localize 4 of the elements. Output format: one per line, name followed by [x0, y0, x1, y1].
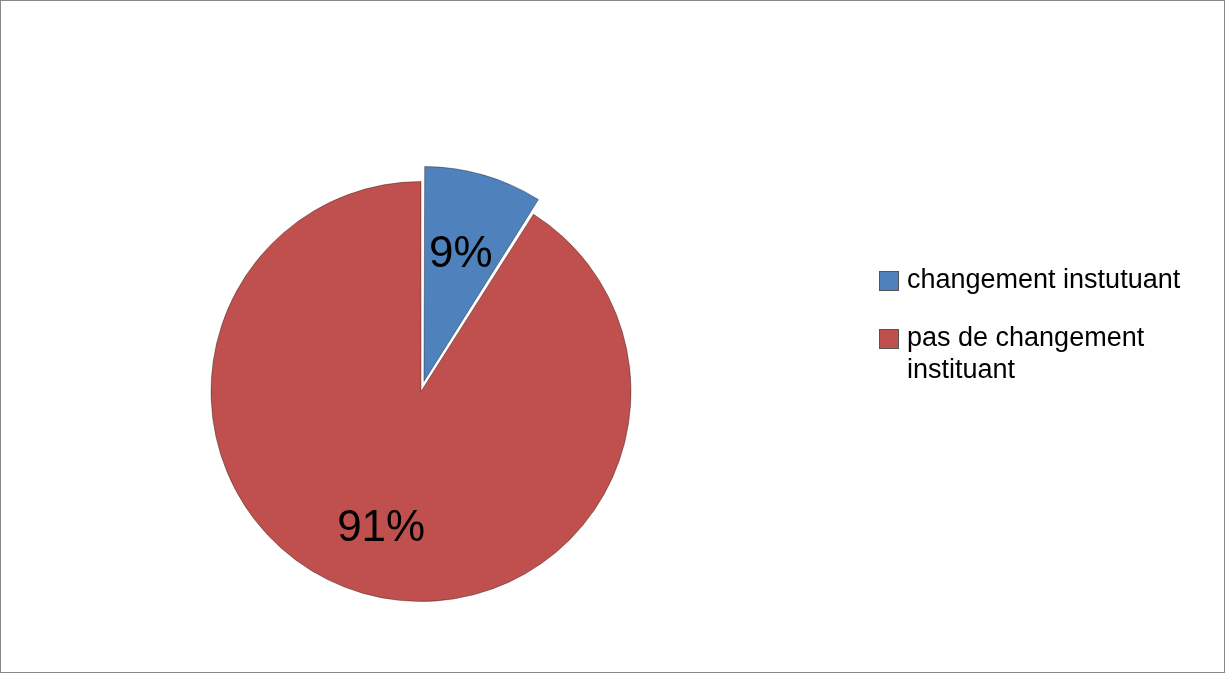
data-label: 9% — [429, 226, 493, 276]
legend-label: changement instutuant — [907, 263, 1181, 295]
data-label: 91% — [337, 500, 426, 550]
legend-label: pas de changement instituant — [907, 321, 1146, 385]
